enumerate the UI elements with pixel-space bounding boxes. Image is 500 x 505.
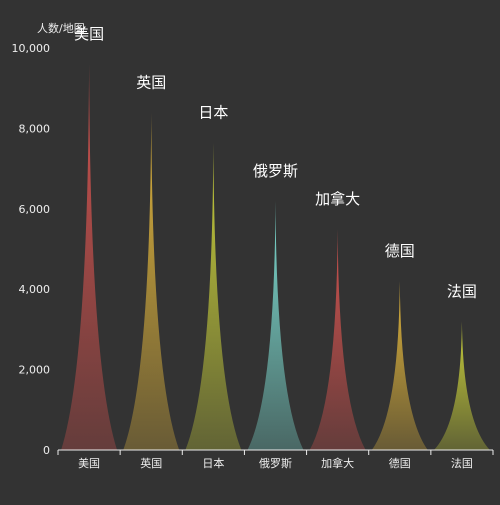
data-label: 俄罗斯 [253,162,298,180]
y-tick-label: 0 [43,444,50,457]
y-axis-unit-label: 人数/地图 [37,22,85,35]
bar-加拿大[interactable] [309,228,366,450]
y-tick-label: 10,000 [12,42,51,55]
bar-德国[interactable] [371,281,428,450]
x-tick-label: 俄罗斯 [259,457,292,470]
x-tick-label: 英国 [140,456,162,470]
x-tick-label: 法国 [451,456,473,470]
bar-英国[interactable] [123,112,180,450]
x-tick-label: 美国 [78,457,100,470]
y-tick-label: 2,000 [19,364,51,377]
data-label: 日本 [198,103,228,121]
x-tick-label: 加拿大 [321,456,354,470]
y-tick-label: 4,000 [19,283,51,296]
bar-俄罗斯[interactable] [247,200,304,450]
y-axis-ticks: 0 2,000 4,000 6,000 8,000 10,000 [12,42,51,457]
data-label: 美国 [74,25,104,43]
bar-法国[interactable] [433,321,490,450]
bars-group [61,64,490,450]
y-tick-label: 8,000 [19,122,51,135]
x-tick-label: 德国 [389,456,411,470]
x-axis-ticks: 美国 英国 日本 俄罗斯 加拿大 德国 法国 [57,450,494,470]
data-label: 加拿大 [315,190,360,208]
data-label: 法国 [447,282,477,300]
x-tick-label: 日本 [202,456,224,470]
y-tick-label: 6,000 [19,203,51,216]
data-label: 英国 [136,73,166,91]
bar-美国[interactable] [61,64,118,450]
bar-日本[interactable] [185,142,242,450]
data-label: 德国 [385,242,415,260]
